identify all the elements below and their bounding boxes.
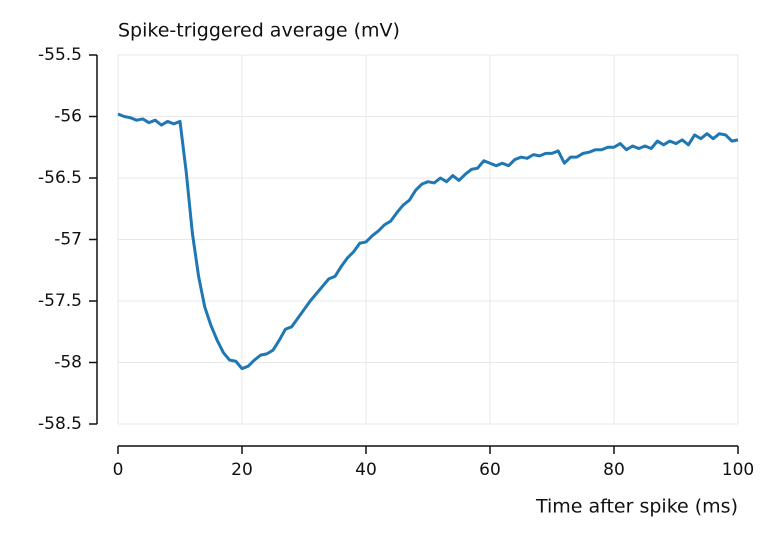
y-tick-label: -55.5 [38, 45, 82, 65]
x-tick-label: 0 [113, 460, 124, 480]
y-tick-label: -58.5 [38, 414, 82, 434]
chart-title: Spike-triggered average (mV) [118, 20, 400, 42]
y-tick-label: -58 [54, 353, 82, 373]
y-tick-label: -56 [54, 107, 82, 127]
x-tick-label: 100 [722, 460, 754, 480]
data-line [117, 112, 739, 371]
y-tick-label: -57.5 [38, 291, 82, 311]
x-axis-label: Time after spike (ms) [535, 496, 738, 518]
x-tick-label: 40 [355, 460, 377, 480]
x-tick-label: 20 [231, 460, 253, 480]
x-tick-label: 60 [479, 460, 501, 480]
x-tick-label: 80 [603, 460, 625, 480]
y-tick-label: -56.5 [38, 168, 82, 188]
y-tick-label: -57 [54, 230, 82, 250]
